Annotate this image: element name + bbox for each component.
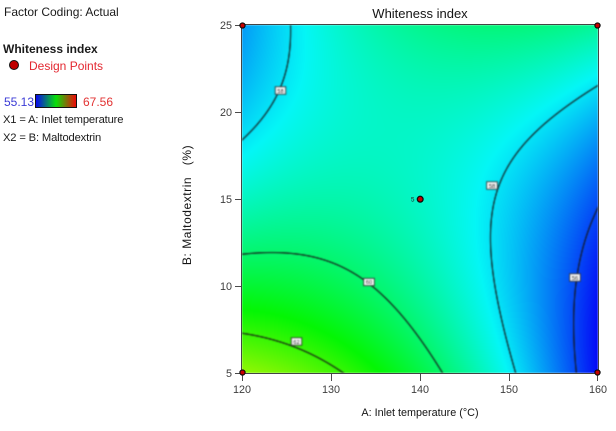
svg-text:5: 5 xyxy=(411,196,415,203)
